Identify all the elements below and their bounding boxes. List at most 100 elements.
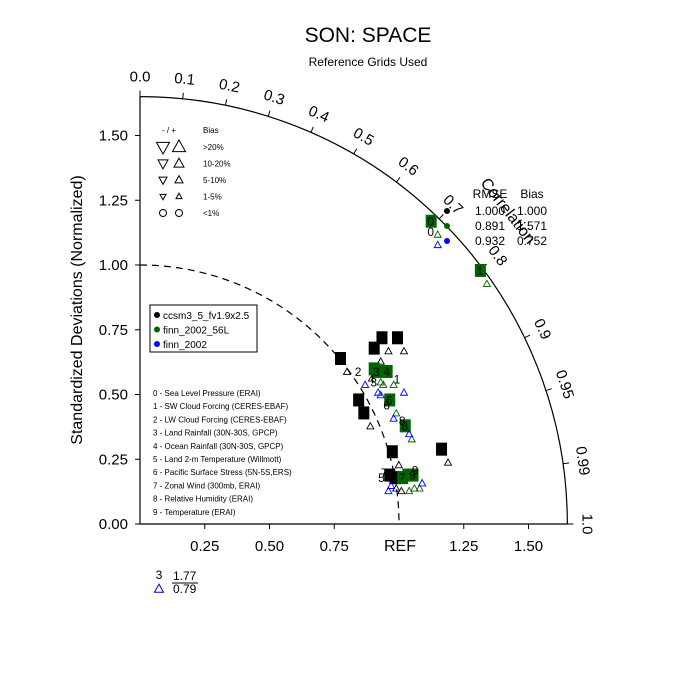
variable-key-item: 2 - LW Cloud Forcing (CERES-EBAF) (153, 415, 287, 424)
data-point-marker (482, 279, 492, 287)
data-point-label: 7 (399, 471, 406, 485)
stats-bias-value: 1.571 (517, 219, 547, 233)
data-point-marker (376, 377, 385, 386)
data-point-label: 5 (378, 471, 385, 485)
data-point-label-box (474, 263, 486, 277)
corr-tick-label: 0.9 (530, 316, 554, 342)
chart-subtitle: Reference Grids Used (309, 55, 428, 69)
corr-tick-mark (224, 99, 228, 106)
data-point-marker (399, 388, 409, 396)
outlier-corr: 0.79 (173, 582, 197, 596)
bias-legend-header: Bias (203, 126, 219, 135)
x-tick-label: 1.50 (514, 538, 543, 555)
stats-bias-value: 0.752 (517, 234, 547, 248)
corr-tick-label: 0.99 (572, 445, 593, 476)
data-point-label: 9 (409, 469, 416, 483)
data-point-label: 8 (399, 414, 406, 428)
bias-up-triangle-icon (174, 174, 184, 184)
model-legend-dot-icon (154, 312, 160, 318)
data-point-label: 5 (386, 469, 393, 483)
corr-tick-mark (545, 388, 552, 392)
data-point-label-box (376, 331, 388, 345)
data-point-marker (386, 481, 396, 489)
data-point-label-box (368, 341, 380, 355)
model-legend-dot-icon (154, 326, 160, 333)
data-point-label: 7 (388, 445, 395, 459)
data-point-marker (389, 380, 398, 388)
data-point-marker (397, 486, 406, 495)
bias-down-triangle-icon (155, 141, 171, 156)
data-point-label-box (397, 471, 409, 485)
stats-bias-value: 1.000 (517, 204, 547, 218)
data-point-label: 7 (381, 466, 388, 480)
x-tick-label: 0.75 (320, 538, 349, 555)
data-point-label-box (381, 364, 393, 378)
data-point-label-box (389, 471, 401, 485)
corr-tick-mark (310, 126, 314, 133)
stats-rmse-value: 0.932 (475, 234, 505, 248)
bias-up-triangle-icon (175, 192, 183, 200)
data-point-label: 8 (401, 419, 408, 433)
data-point-marker (366, 421, 375, 430)
y-tick-label: 0.25 (99, 451, 128, 468)
corr-tick-mark (267, 110, 271, 117)
variable-key-item: 4 - Ocean Rainfall (30N-30S, GPCP) (153, 442, 284, 451)
corr-tick-mark (396, 177, 401, 183)
bias-legend-label: 1-5% (203, 193, 222, 202)
corr-tick-label: 0.95 (552, 368, 577, 401)
data-point-marker (394, 460, 404, 469)
data-point-label: 3 (370, 375, 377, 389)
data-point-label: 1 (477, 264, 484, 278)
stats-rmse-value: 0.891 (475, 219, 505, 233)
corr-tick-label: 0.6 (395, 153, 422, 179)
outlier-triangle-icon (153, 583, 165, 593)
data-point-label-box (384, 393, 396, 407)
variable-key-item: 5 - Land 2-m Temperature (Willmott) (153, 455, 282, 464)
data-point-label-box (386, 445, 398, 459)
bias-down-triangle-icon (158, 176, 168, 186)
stats-rmse-value: 1.000 (475, 204, 505, 218)
ref-label: REF (384, 538, 416, 555)
corr-tick-label: 0.5 (350, 124, 377, 149)
corr-tick-mark (438, 214, 444, 220)
data-point-label-box (392, 331, 403, 345)
data-point-label: 1 (337, 352, 344, 366)
data-point-marker (410, 483, 419, 492)
variable-key-item: 6 - Pacific Surface Stress (5N-5S,ERS) (153, 468, 292, 477)
data-point-marker (384, 346, 393, 355)
variable-key-item: 8 - Relative Humidity (ERAI) (153, 495, 253, 504)
corr-tick-label: 0.3 (262, 86, 287, 108)
data-point-marker (376, 356, 385, 365)
data-point-label: 6 (386, 393, 393, 407)
data-point-label-box (407, 468, 419, 482)
stats-header-bias: Bias (520, 187, 543, 201)
y-tick-label: 0.00 (99, 516, 128, 533)
data-point-label: 0 (438, 443, 445, 457)
y-tick-label: 0.50 (99, 387, 128, 404)
bias-down-triangle-icon (157, 159, 169, 170)
corr-tick-label: 0.1 (173, 70, 195, 89)
x-tick-label: 1.25 (449, 538, 478, 555)
bias-up-triangle-icon (173, 157, 185, 168)
chart-title: SON: SPACE (305, 24, 432, 47)
bias-legend-label: >20% (203, 143, 224, 152)
data-point-label: 4 (383, 365, 390, 379)
data-point-label-box (436, 442, 448, 456)
bias-legend-label: 5-10% (203, 176, 226, 185)
bias-circle-icon (159, 209, 167, 217)
y-tick-label: 1.00 (99, 257, 128, 274)
model-legend-box (149, 304, 258, 353)
y-tick-label: 1.50 (99, 128, 128, 145)
model-legend-label: finn_2002_56L (163, 326, 230, 337)
data-point-marker (389, 413, 398, 422)
data-point-marker (360, 380, 370, 388)
x-tick-label: 0.50 (255, 538, 284, 555)
outlier-value: 1.77 (173, 569, 197, 583)
variable-key-item: 9 - Temperature (ERAI) (153, 508, 236, 517)
outlier-var-label: 3 (156, 568, 163, 582)
variable-key-item: 0 - Sea Level Pressure (ERAI) (153, 389, 261, 398)
data-point-label: 4 (368, 373, 375, 387)
data-point-label: 3 (370, 342, 377, 356)
outer-correlation-arc (139, 96, 568, 525)
data-point-marker (433, 240, 442, 249)
